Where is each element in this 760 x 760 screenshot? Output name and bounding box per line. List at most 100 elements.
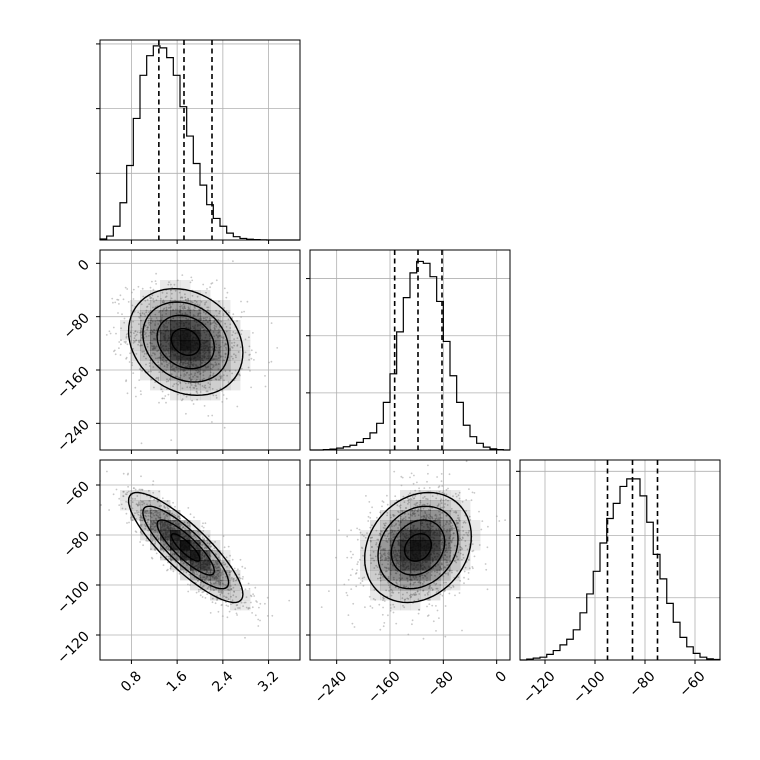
sample-point	[127, 485, 129, 488]
sample-point	[412, 512, 414, 515]
sample-point	[438, 617, 440, 619]
sample-point	[443, 528, 445, 530]
sample-point	[205, 580, 208, 583]
sample-point	[163, 512, 165, 515]
density-cell	[160, 510, 171, 521]
sample-point	[137, 311, 140, 314]
sample-point	[409, 513, 412, 516]
sample-point	[161, 301, 164, 303]
sample-point	[383, 524, 386, 527]
sample-point	[422, 589, 425, 592]
sample-point	[468, 530, 470, 532]
y-tick-label: −240	[54, 417, 93, 456]
sample-point	[450, 550, 452, 552]
sample-point	[154, 381, 157, 383]
sample-point	[152, 483, 154, 486]
sample-point	[242, 576, 244, 578]
sample-point	[222, 336, 225, 338]
sample-point	[379, 580, 382, 582]
sample-point	[237, 351, 240, 353]
density-cell	[210, 350, 221, 361]
sample-point	[202, 374, 205, 377]
sample-point	[179, 382, 182, 385]
sample-point	[248, 588, 251, 590]
sample-point	[182, 526, 185, 529]
sample-point	[140, 525, 143, 527]
sample-point	[227, 311, 230, 314]
sample-point	[145, 539, 148, 542]
sample-point	[199, 373, 201, 375]
sample-point	[140, 530, 142, 533]
sample-point	[146, 343, 149, 346]
density-cell	[380, 540, 391, 551]
sample-point	[245, 596, 248, 598]
sample-point	[177, 383, 180, 386]
sample-point	[196, 303, 199, 306]
sample-point	[441, 594, 444, 597]
density-cell	[220, 340, 231, 351]
sample-point	[135, 333, 138, 336]
sample-point	[212, 374, 215, 377]
density-cell	[370, 580, 381, 591]
sample-point	[196, 398, 199, 401]
sample-point	[219, 583, 222, 586]
sample-point	[163, 518, 166, 520]
sample-point	[463, 570, 466, 573]
sample-point	[232, 313, 235, 316]
sample-point	[239, 374, 241, 377]
sample-point	[421, 504, 424, 507]
sample-point	[194, 372, 197, 375]
density-cell	[420, 560, 431, 571]
sample-point	[352, 553, 354, 556]
sample-point	[218, 580, 221, 583]
sample-point	[457, 576, 460, 578]
sample-point	[176, 308, 179, 311]
density-cell	[390, 570, 401, 581]
sample-point	[244, 601, 247, 604]
sample-point	[379, 552, 382, 555]
sample-point	[413, 513, 416, 515]
sample-point	[462, 553, 464, 556]
sample-point	[420, 516, 423, 518]
sample-point	[236, 320, 239, 322]
sample-point	[162, 550, 165, 553]
sample-point	[232, 580, 235, 583]
sample-point	[132, 342, 135, 344]
sample-point	[217, 556, 220, 559]
sample-point	[454, 492, 457, 495]
sample-point	[386, 541, 389, 543]
density-cell	[410, 580, 421, 591]
sample-point	[139, 339, 142, 342]
sample-point	[93, 465, 95, 467]
density-cell	[430, 530, 441, 541]
sample-point	[350, 588, 353, 590]
sample-point	[192, 308, 195, 311]
sample-point	[160, 504, 163, 507]
sample-point	[235, 596, 238, 598]
sample-point	[247, 582, 250, 585]
sample-point	[361, 533, 364, 536]
sample-point	[391, 590, 394, 592]
sample-point	[415, 502, 418, 505]
density-cell	[180, 550, 191, 561]
sample-point	[138, 323, 140, 325]
sample-point	[218, 589, 220, 591]
density-cell	[440, 580, 451, 591]
sample-point	[347, 614, 350, 616]
sample-point	[370, 540, 372, 543]
density-cell	[180, 300, 191, 311]
sample-point	[250, 601, 252, 604]
density-cell	[440, 530, 451, 541]
density-cell	[400, 580, 411, 591]
sample-point	[408, 501, 410, 504]
sample-point	[473, 555, 476, 558]
sample-point	[134, 512, 136, 515]
sample-point	[167, 380, 170, 382]
sample-point	[144, 299, 147, 302]
sample-point	[150, 378, 153, 381]
density-cell	[140, 520, 151, 531]
sample-point	[146, 299, 149, 301]
sample-point	[132, 320, 135, 323]
sample-point	[152, 298, 155, 300]
sample-point	[148, 317, 151, 320]
